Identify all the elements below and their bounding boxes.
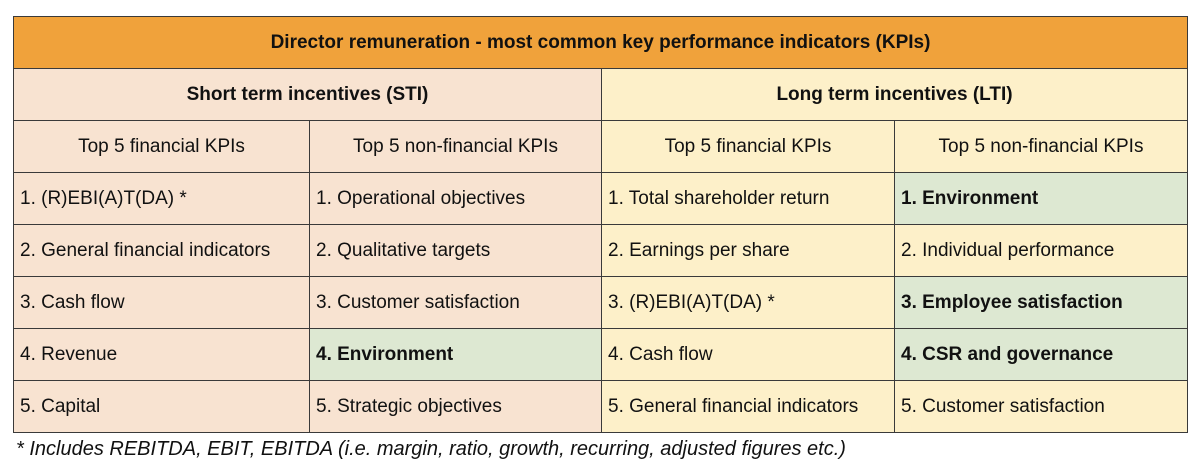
- kpi-table: Director remuneration - most common key …: [12, 16, 1189, 433]
- sti-heading: Short term incentives (STI): [13, 68, 602, 121]
- table-row: 5. Capital 5. Strategic objectives 5. Ge…: [13, 380, 1189, 433]
- sti-financial-header: Top 5 financial KPIs: [13, 120, 310, 173]
- title-row: Director remuneration - most common key …: [12, 16, 1189, 69]
- lti-financial-header: Top 5 financial KPIs: [601, 120, 895, 173]
- lti-financial-kpi: 5. General financial indicators: [601, 380, 895, 433]
- lti-financial-kpi: 4. Cash flow: [601, 328, 895, 381]
- footnote: * Includes REBITDA, EBIT, EBITDA (i.e. m…: [16, 438, 846, 460]
- lti-nonfinancial-kpi-highlighted: 1. Environment: [893, 172, 1189, 225]
- sti-nonfinancial-kpi-highlighted: 4. Environment: [309, 328, 602, 381]
- sti-nonfinancial-header: Top 5 non-financial KPIs: [309, 120, 602, 173]
- table-row: 1. (R)EBI(A)T(DA) * 1. Operational objec…: [13, 172, 1189, 225]
- section-row: Short term incentives (STI) Long term in…: [13, 68, 1189, 121]
- sti-financial-kpi: 5. Capital: [13, 380, 310, 433]
- table-row: 3. Cash flow 3. Customer satisfaction 3.…: [13, 276, 1189, 329]
- lti-nonfinancial-kpi: 5. Customer satisfaction: [893, 380, 1189, 433]
- table-title: Director remuneration - most common key …: [12, 16, 1189, 69]
- table-row: 4. Revenue 4. Environment 4. Cash flow 4…: [13, 328, 1189, 381]
- lti-financial-kpi: 2. Earnings per share: [601, 224, 895, 277]
- lti-financial-kpi: 1. Total shareholder return: [601, 172, 895, 225]
- sti-nonfinancial-kpi: 5. Strategic objectives: [309, 380, 602, 433]
- sti-nonfinancial-kpi: 1. Operational objectives: [309, 172, 602, 225]
- lti-nonfinancial-kpi: 2. Individual performance: [893, 224, 1189, 277]
- lti-nonfinancial-header: Top 5 non-financial KPIs: [893, 120, 1189, 173]
- sti-financial-kpi: 4. Revenue: [13, 328, 310, 381]
- sti-financial-kpi: 3. Cash flow: [13, 276, 310, 329]
- lti-heading: Long term incentives (LTI): [600, 68, 1189, 121]
- sti-nonfinancial-kpi: 2. Qualitative targets: [309, 224, 602, 277]
- lti-nonfinancial-kpi-highlighted: 3. Employee satisfaction: [893, 276, 1189, 329]
- sti-financial-kpi: 2. General financial indicators: [13, 224, 310, 277]
- subheader-row: Top 5 financial KPIs Top 5 non-financial…: [13, 120, 1189, 173]
- sti-financial-kpi: 1. (R)EBI(A)T(DA) *: [13, 172, 310, 225]
- sti-nonfinancial-kpi: 3. Customer satisfaction: [309, 276, 602, 329]
- lti-financial-kpi: 3. (R)EBI(A)T(DA) *: [601, 276, 895, 329]
- table-row: 2. General financial indicators 2. Quali…: [13, 224, 1189, 277]
- lti-nonfinancial-kpi-highlighted: 4. CSR and governance: [893, 328, 1189, 381]
